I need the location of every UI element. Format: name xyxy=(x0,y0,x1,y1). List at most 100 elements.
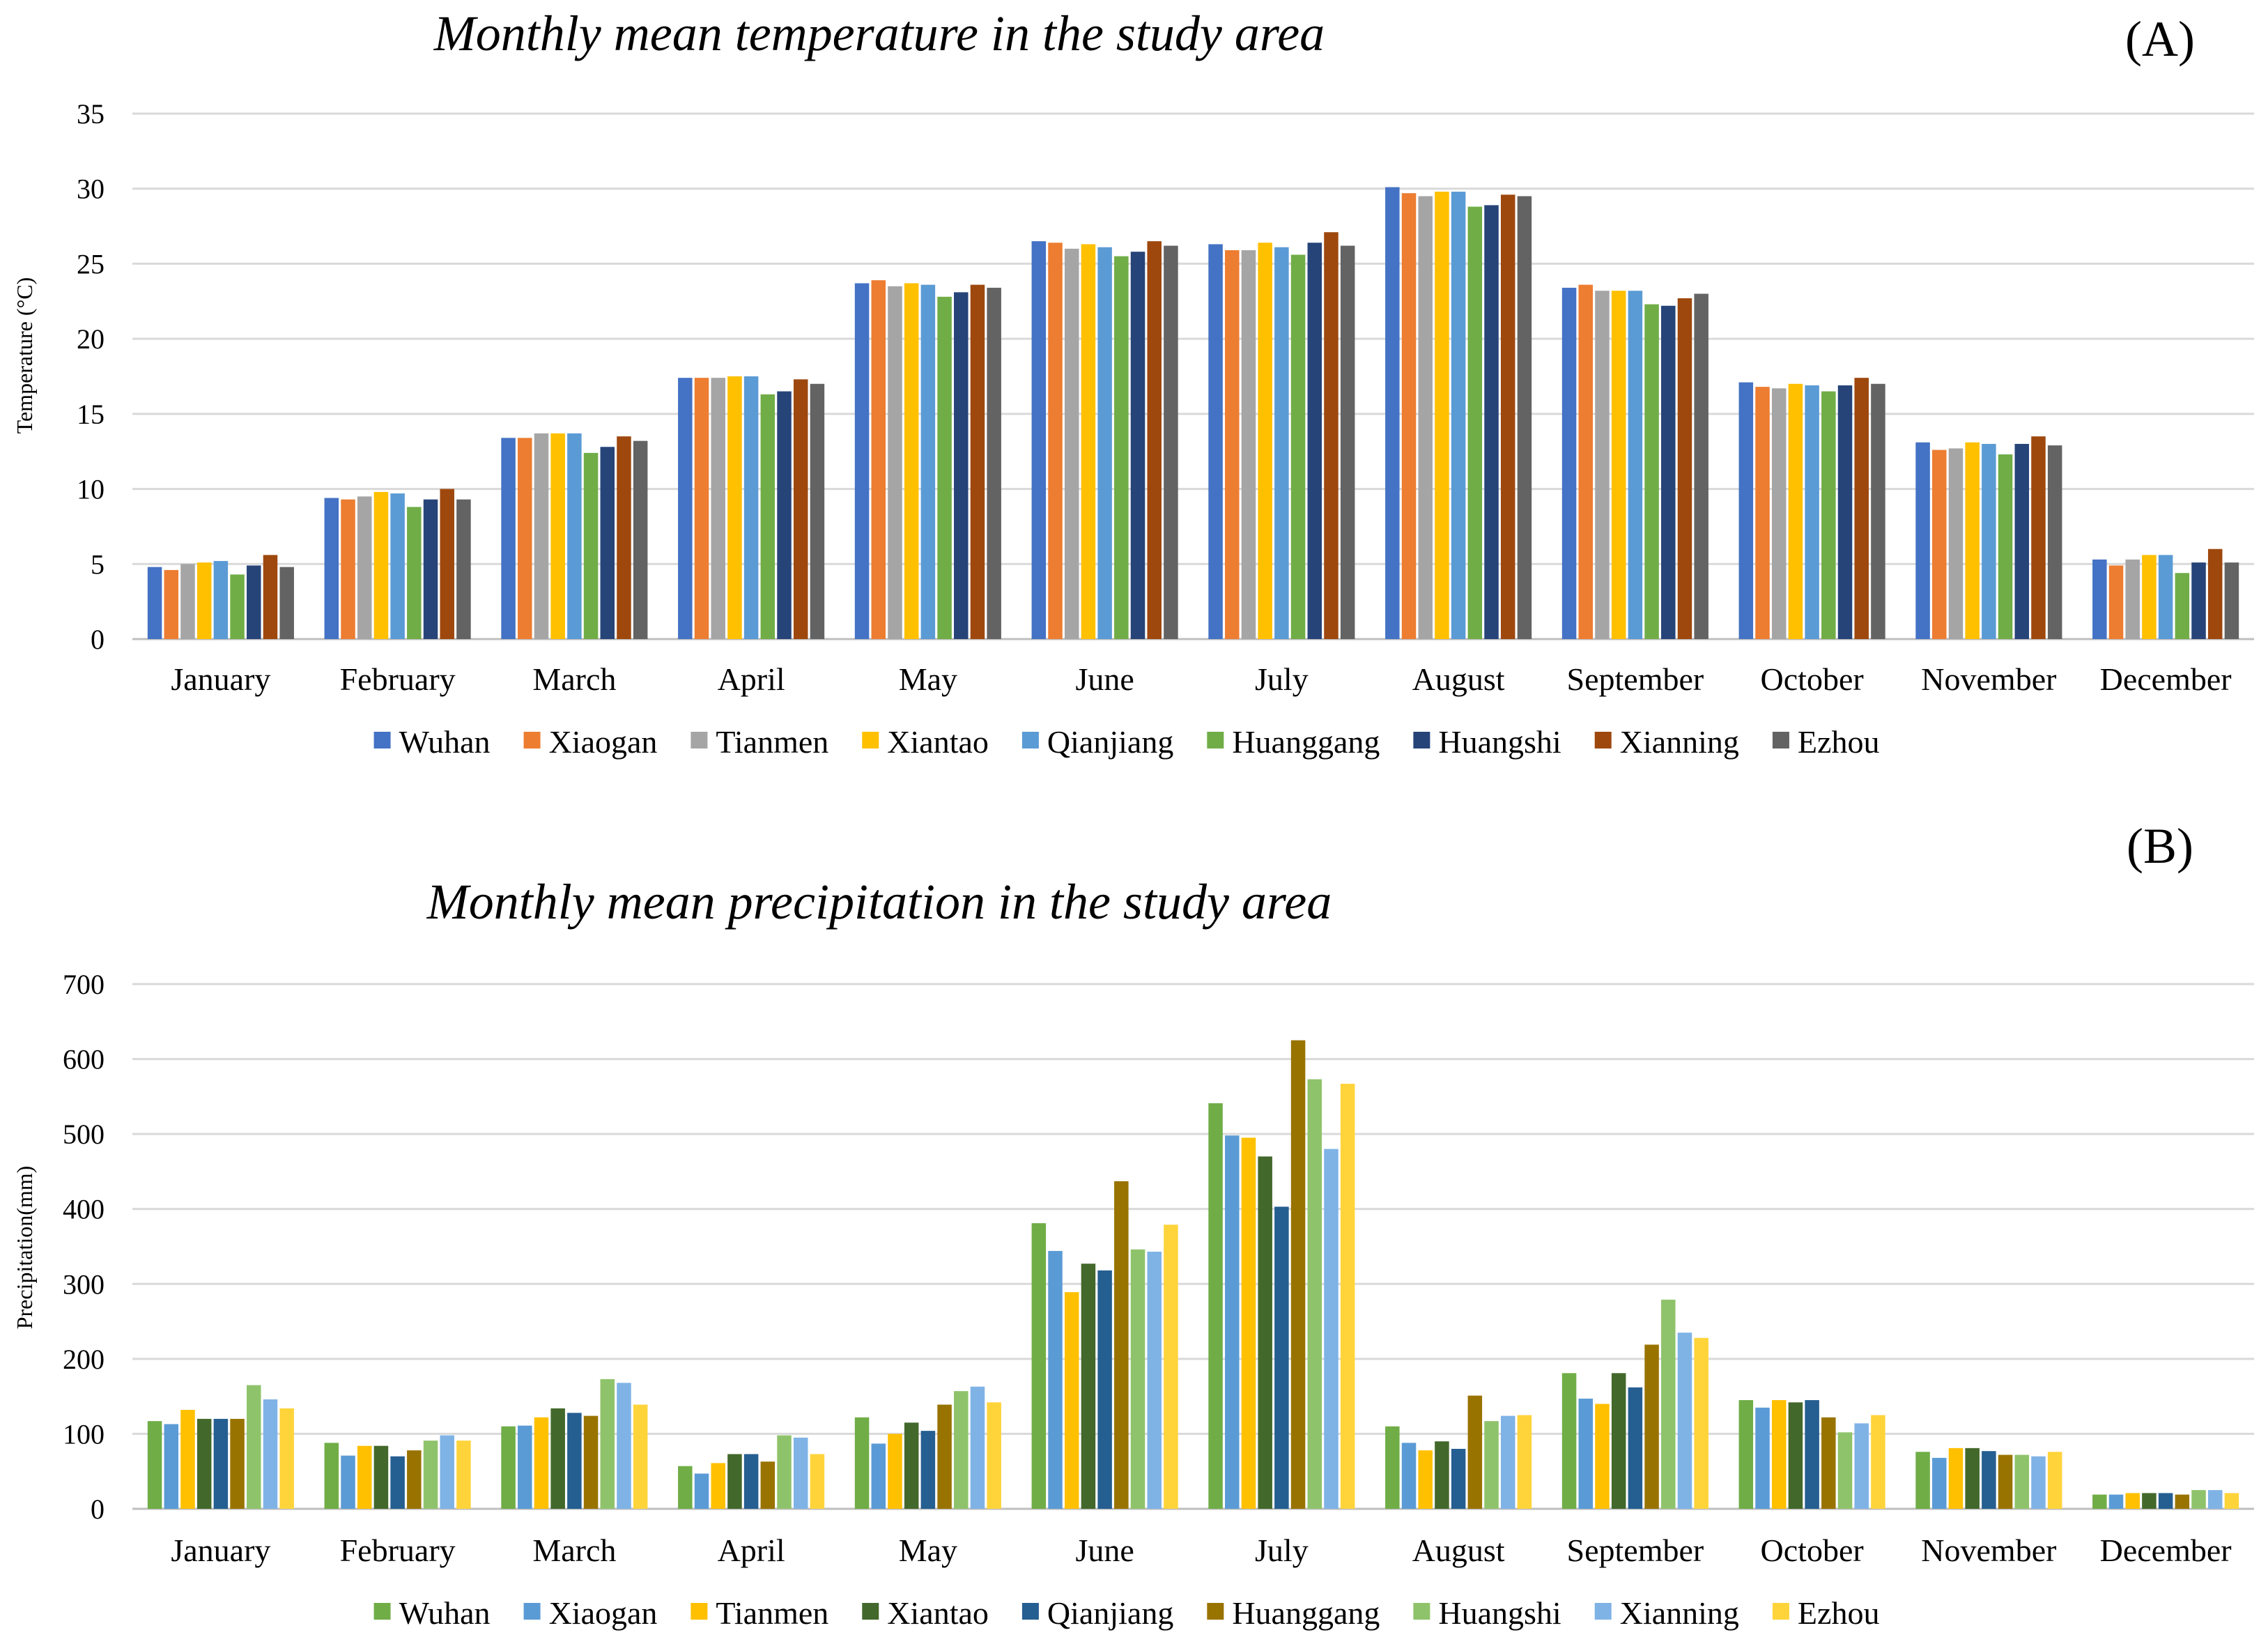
precip-bar-xianning-december xyxy=(2207,1490,2223,1509)
precip-bar-tianmen-march xyxy=(534,1417,549,1509)
precip-x-tick-label: December xyxy=(2100,1533,2232,1568)
temp-bar-huanggang-march xyxy=(583,452,599,639)
precip-x-tick-label: February xyxy=(340,1533,456,1568)
precip-bar-xiantao-may xyxy=(904,1422,919,1509)
precip-bar-xiaogan-march xyxy=(518,1425,532,1509)
temp-bar-wuhan-march xyxy=(501,438,516,639)
temp-legend-label: Xiantao xyxy=(887,724,989,760)
precip-legend-label: Tianmen xyxy=(716,1595,828,1631)
temp-bar-xiaogan-february xyxy=(341,499,355,639)
temp-legend-swatch-huangshi xyxy=(1413,732,1430,748)
temp-bar-qianjiang-april xyxy=(743,376,759,639)
precip-bar-wuhan-december xyxy=(2092,1494,2107,1509)
precip-bar-xiaogan-november xyxy=(1932,1457,1947,1509)
precip-legend: Wuhan Xiaogan Tianmen Xiantao Qianjiang Huang… xyxy=(373,1595,1880,1631)
temp-bar-huanggang-december xyxy=(2175,573,2190,639)
temp-bar-huanggang-november xyxy=(1998,454,2013,639)
precip-bar-wuhan-september xyxy=(1561,1373,1577,1509)
temp-bar-wuhan-july xyxy=(1208,244,1223,639)
temp-chart-title: Monthly mean temperature in the study ar… xyxy=(433,6,1325,61)
temp-bar-tianmen-september xyxy=(1595,291,1610,639)
temp-bar-qianjiang-november xyxy=(1982,443,1996,639)
temp-bar-huangshi-november xyxy=(2014,443,2030,639)
precip-bar-ezhou-january xyxy=(279,1408,294,1509)
precip-x-tick-label: March xyxy=(532,1533,616,1568)
precip-legend-label: Ezhou xyxy=(1798,1595,1880,1631)
precip-bar-xiantao-october xyxy=(1788,1402,1803,1509)
temp-y-tick-label: 20 xyxy=(77,323,105,355)
temp-bar-qianjiang-july xyxy=(1274,247,1289,639)
temp-bar-xiaogan-june xyxy=(1048,243,1063,640)
temp-y-tick-label: 10 xyxy=(77,474,105,505)
temp-bar-xianning-november xyxy=(2031,436,2046,639)
precip-bar-qianjiang-january xyxy=(213,1418,229,1509)
temp-bar-ezhou-may xyxy=(987,287,1001,639)
precip-bar-huanggang-july xyxy=(1290,1040,1306,1509)
precip-x-tick-label: August xyxy=(1412,1533,1505,1568)
precip-bar-tianmen-october xyxy=(1771,1400,1787,1509)
temp-legend-label: Xianning xyxy=(1620,724,1739,760)
temp-bar-tianmen-june xyxy=(1064,248,1079,639)
precip-bar-ezhou-september xyxy=(1694,1337,1708,1509)
precip-bar-xiantao-march xyxy=(550,1408,565,1509)
temp-bar-xianning-february xyxy=(440,489,454,639)
temp-bar-tianmen-october xyxy=(1771,388,1787,639)
precip-bar-xiantao-february xyxy=(373,1445,389,1509)
temp-bar-ezhou-january xyxy=(279,567,294,639)
precip-bar-huangshi-october xyxy=(1837,1432,1853,1509)
precip-bar-xiaogan-february xyxy=(341,1455,355,1509)
temp-bar-xianning-july xyxy=(1324,232,1339,639)
precip-bar-xiaogan-july xyxy=(1225,1135,1240,1509)
precip-bar-wuhan-march xyxy=(501,1426,516,1509)
temp-bar-qianjiang-december xyxy=(2158,555,2173,639)
precip-bar-xiaogan-december xyxy=(2108,1494,2124,1509)
precip-bar-xiantao-december xyxy=(2142,1493,2157,1509)
precip-y-tick-label: 0 xyxy=(91,1493,105,1525)
temp-bar-qianjiang-august xyxy=(1451,192,1466,640)
temp-bar-tianmen-april xyxy=(711,378,725,639)
precip-bar-tianmen-june xyxy=(1064,1292,1079,1509)
precip-bar-xiaogan-august xyxy=(1401,1443,1417,1509)
temp-x-tick-label: May xyxy=(899,661,957,697)
temp-legend-label: Ezhou xyxy=(1798,724,1880,760)
precip-bar-xiantao-april xyxy=(727,1454,742,1509)
precip-bar-xiaogan-april xyxy=(694,1473,709,1509)
precip-bar-tianmen-january xyxy=(180,1410,195,1509)
precip-bar-xiaogan-june xyxy=(1048,1250,1063,1509)
temp-bar-wuhan-may xyxy=(854,283,870,639)
temp-x-tick-label: June xyxy=(1075,661,1134,697)
precip-bar-huanggang-february xyxy=(407,1450,422,1509)
precip-chart-title: Monthly mean precipitation in the study … xyxy=(426,874,1332,930)
precip-bar-huangshi-april xyxy=(777,1435,792,1509)
precip-legend-label: Xianning xyxy=(1620,1595,1739,1631)
temp-legend-swatch-wuhan xyxy=(373,732,391,748)
temp-bar-ezhou-october xyxy=(1871,383,1885,639)
temp-bar-xiantao-december xyxy=(2142,555,2157,639)
temp-bar-xiaogan-july xyxy=(1225,250,1240,639)
temp-bar-qianjiang-may xyxy=(920,284,936,639)
precip-bar-wuhan-february xyxy=(324,1443,339,1509)
precipitation-chart: Monthly mean precipitation in the study … xyxy=(12,818,2254,1631)
precip-bar-xiaogan-january xyxy=(164,1424,179,1509)
precip-bar-tianmen-december xyxy=(2125,1493,2140,1509)
precip-bar-wuhan-july xyxy=(1208,1103,1223,1509)
precip-bar-wuhan-august xyxy=(1385,1426,1400,1509)
temp-bar-xiantao-july xyxy=(1258,243,1272,640)
precip-bar-wuhan-april xyxy=(678,1466,693,1509)
precip-bar-huanggang-december xyxy=(2175,1494,2190,1509)
temp-bar-xiantao-june xyxy=(1081,244,1096,639)
precip-bar-qianjiang-december xyxy=(2158,1493,2173,1509)
temp-legend-swatch-huanggang xyxy=(1207,732,1224,748)
temp-bar-tianmen-august xyxy=(1418,196,1433,639)
temp-bar-xiaogan-may xyxy=(871,280,886,639)
precip-y-tick-label: 100 xyxy=(63,1418,105,1450)
precip-legend-label: Qianjiang xyxy=(1047,1595,1173,1631)
temp-bar-huangshi-august xyxy=(1484,205,1499,639)
temp-bar-huangshi-april xyxy=(777,391,792,639)
temp-y-tick-label: 15 xyxy=(77,399,105,430)
temp-bar-qianjiang-february xyxy=(390,493,405,639)
temp-bar-ezhou-august xyxy=(1517,196,1532,639)
precip-bar-xianning-february xyxy=(440,1435,454,1509)
precip-legend-label: Xiaogan xyxy=(549,1595,658,1631)
precip-legend-swatch-wuhan xyxy=(373,1603,391,1620)
